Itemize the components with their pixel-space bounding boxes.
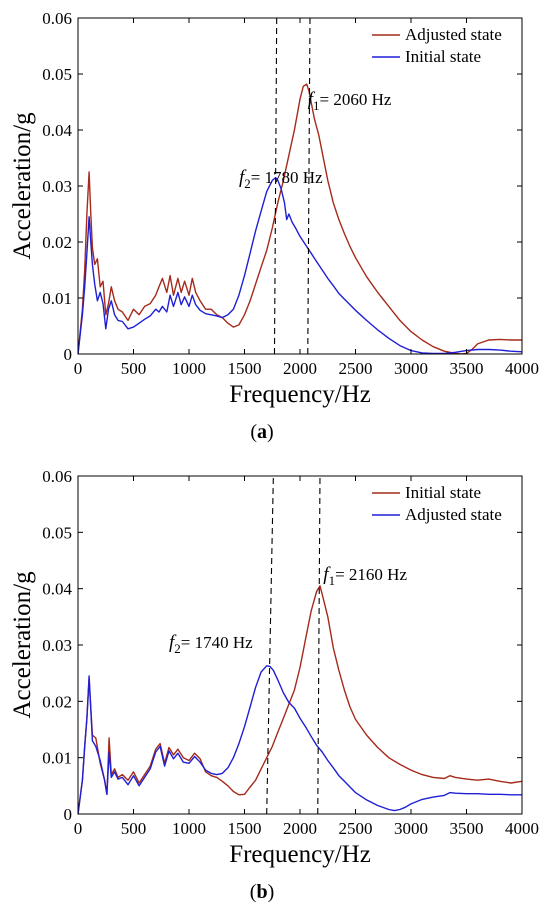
y-tick-label: 0.06 — [42, 467, 72, 486]
panel-label-letter: b — [256, 881, 267, 903]
annotation-subscript: 2 — [244, 176, 251, 191]
dashed-marker-line — [266, 475, 274, 815]
annotation-symbol: f — [308, 89, 316, 110]
y-tick-label: 0.03 — [42, 177, 72, 196]
x-tick-label: 2500 — [339, 819, 373, 838]
x-tick-label: 0 — [74, 359, 83, 378]
y-tick-label: 0.05 — [42, 65, 72, 84]
x-tick-label: 2500 — [339, 359, 373, 378]
x-tick-label: 1000 — [172, 819, 206, 838]
y-tick-label: 0.05 — [42, 523, 72, 542]
panel-label-letter: a — [257, 421, 267, 443]
x-tick-label: 500 — [121, 359, 147, 378]
panel-label: (a) — [250, 421, 273, 443]
x-tick-label: 3000 — [394, 819, 428, 838]
y-tick-label: 0 — [64, 345, 73, 364]
dashed-marker-line — [273, 17, 278, 355]
panel-label-close: ) — [268, 881, 275, 903]
x-tick-label: 500 — [121, 819, 147, 838]
x-tick-label: 2000 — [283, 359, 317, 378]
x-tick-label: 1000 — [172, 359, 206, 378]
dashed-marker-line — [317, 475, 321, 815]
x-tick-label: 3500 — [450, 819, 484, 838]
dashed-marker-line — [307, 17, 311, 355]
annotation-subscript: 1 — [329, 573, 336, 588]
frequency-annotation: f2= 1780 Hz — [239, 167, 323, 191]
panel-label: (b) — [250, 881, 274, 903]
y-tick-label: 0 — [64, 805, 73, 824]
legend-label: Adjusted state — [405, 505, 502, 524]
series-line-2 — [78, 665, 522, 814]
y-tick-label: 0.04 — [42, 580, 72, 599]
y-tick-label: 0.02 — [42, 233, 72, 252]
x-tick-label: 3000 — [394, 359, 428, 378]
x-tick-label: 3500 — [450, 359, 484, 378]
annotation-value: = 2160 Hz — [335, 565, 407, 584]
y-tick-label: 0.02 — [42, 692, 72, 711]
legend-label: Adjusted state — [405, 25, 502, 44]
series-line-2 — [78, 176, 522, 354]
panel-label-close: ) — [267, 421, 274, 443]
annotation-subscript: 1 — [313, 98, 320, 113]
panel-label-open: ( — [250, 881, 257, 903]
annotation-symbol: f — [169, 632, 177, 653]
frequency-annotation: f1= 2060 Hz — [308, 89, 392, 113]
annotation-symbol: f — [239, 167, 247, 188]
series-line-1 — [78, 585, 522, 814]
y-axis-label: Acceleration/g — [9, 571, 36, 719]
annotation-value: = 1740 Hz — [181, 633, 253, 652]
x-tick-label: 1500 — [228, 359, 262, 378]
panel-label-open: ( — [250, 421, 257, 443]
x-tick-label: 1500 — [228, 819, 262, 838]
series-line-1 — [78, 83, 522, 354]
x-tick-label: 0 — [74, 819, 83, 838]
annotation-subscript: 2 — [174, 641, 181, 656]
annotation-value: = 1780 Hz — [251, 168, 323, 187]
y-tick-label: 0.01 — [42, 749, 72, 768]
legend-label: Initial state — [405, 483, 481, 502]
x-tick-label: 2000 — [283, 819, 317, 838]
y-axis-label: Acceleration/g — [9, 112, 36, 260]
x-tick-label: 4000 — [505, 359, 539, 378]
y-tick-label: 0.06 — [42, 9, 72, 28]
frequency-annotation: f2= 1740 Hz — [169, 632, 253, 656]
x-tick-label: 4000 — [505, 819, 539, 838]
frequency-annotation: f1= 2160 Hz — [323, 564, 407, 588]
chart-panel-a: 0 500 1000 1500 2000 2500 3000 3500 4000 0 0.01 0.0… — [9, 9, 539, 443]
y-tick-label: 0.01 — [42, 289, 72, 308]
legend-label: Initial state — [405, 47, 481, 66]
x-axis-label: Frequency/Hz — [229, 381, 371, 408]
annotation-value: = 2060 Hz — [320, 90, 392, 109]
y-tick-label: 0.03 — [42, 636, 72, 655]
y-tick-label: 0.04 — [42, 121, 72, 140]
chart-panel-b: 0 500 1000 1500 2000 2500 3000 3500 4000 0 0.01 0.0… — [9, 467, 539, 903]
annotation-symbol: f — [323, 564, 331, 585]
x-axis-label: Frequency/Hz — [229, 841, 371, 868]
